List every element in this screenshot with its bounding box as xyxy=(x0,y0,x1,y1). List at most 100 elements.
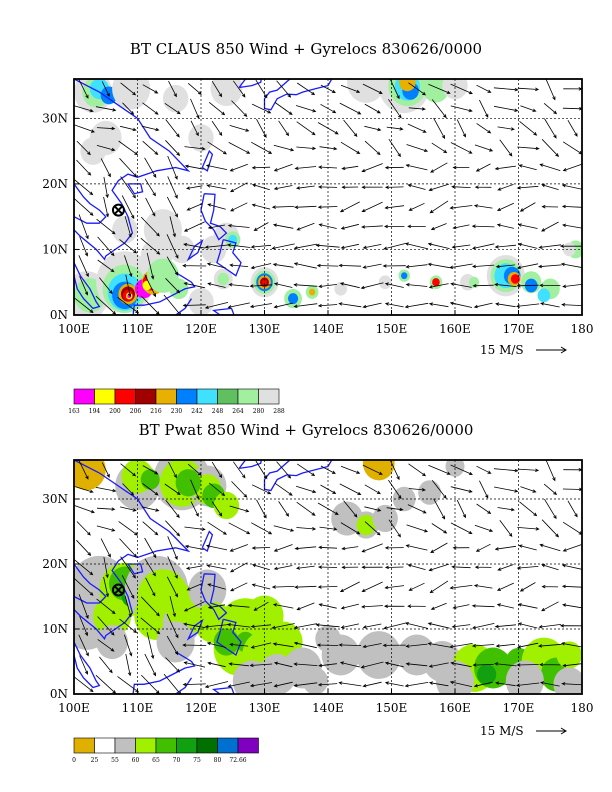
wind-vector xyxy=(360,282,384,290)
panel2-map: 100E 110E 120E 130E 140E 150E 160E 170E 180 0N 10N… xyxy=(42,459,593,764)
wind-vector xyxy=(294,585,317,589)
wind-vector xyxy=(339,661,360,668)
coastline-8 xyxy=(132,271,196,315)
wind-vector xyxy=(456,119,466,138)
wind-vector xyxy=(95,106,117,112)
wind-vector xyxy=(539,662,561,667)
wind-vector xyxy=(185,565,203,570)
wind-vector xyxy=(538,624,562,629)
wind-vector xyxy=(164,102,181,115)
coastline-7 xyxy=(186,618,204,641)
wind-vector xyxy=(561,682,582,686)
wind-vector xyxy=(96,598,116,615)
wind-vector xyxy=(271,243,295,250)
wind-vector xyxy=(407,563,426,570)
wind-vector xyxy=(276,461,292,479)
reference-vector-arrow xyxy=(536,727,567,735)
wind-vector xyxy=(96,525,116,532)
wind-vector xyxy=(472,623,495,630)
wind-vector xyxy=(561,564,582,570)
coastline-10 xyxy=(263,460,333,492)
gyre-location-cross xyxy=(113,585,123,595)
wind-vector xyxy=(362,244,382,250)
wind-vector xyxy=(450,661,472,668)
wind-vector xyxy=(494,282,517,287)
wind-vector xyxy=(122,102,135,115)
wind-vector xyxy=(167,176,178,199)
wind-vector xyxy=(384,205,405,210)
wind-vector xyxy=(408,487,426,492)
wind-vector xyxy=(207,661,226,668)
wind-vector xyxy=(183,601,205,612)
wind-vector xyxy=(339,282,360,289)
wind-vector xyxy=(361,565,383,570)
wind-vector xyxy=(227,603,250,608)
field-shade-75 xyxy=(562,242,576,257)
wind-vector xyxy=(294,166,317,170)
wind-vector xyxy=(184,164,204,170)
wind-vector xyxy=(276,80,292,98)
colorbar-swatch-7 xyxy=(217,737,239,754)
wind-vector xyxy=(183,622,206,629)
wind-vector xyxy=(430,542,448,553)
wind-vector xyxy=(227,681,250,688)
wind-vector xyxy=(361,581,383,592)
field-shade-13 xyxy=(442,79,468,100)
wind-vector xyxy=(207,224,226,230)
wind-vector xyxy=(431,480,447,499)
y-tick-label: 10N xyxy=(42,622,68,636)
wind-vector xyxy=(388,138,401,158)
wind-vector xyxy=(251,583,271,590)
field-shade-11 xyxy=(399,79,416,92)
wind-vector xyxy=(539,283,561,288)
wind-vector xyxy=(208,101,226,116)
wind-vector xyxy=(122,483,135,496)
wind-vector xyxy=(388,479,402,500)
wind-vector xyxy=(318,223,337,229)
wind-vector xyxy=(428,302,449,308)
reference-vector-label: 15 M/S xyxy=(480,724,524,738)
colorbar-label-3: 60 xyxy=(132,757,140,764)
field-shade-43 xyxy=(201,235,227,264)
wind-vector xyxy=(140,617,161,635)
wind-vector xyxy=(253,222,269,231)
wind-vector xyxy=(407,123,427,133)
wind-vector xyxy=(250,624,272,629)
wind-vector xyxy=(494,662,517,667)
field-shade-6 xyxy=(210,79,243,107)
wind-vector xyxy=(142,521,159,536)
wind-vector xyxy=(182,682,206,687)
wind-vector xyxy=(205,164,228,170)
wind-vector xyxy=(543,102,558,115)
colorbar-label-7: 248 xyxy=(212,408,224,415)
wind-vector xyxy=(496,582,514,591)
wind-vector xyxy=(343,500,358,518)
wind-vector xyxy=(76,159,92,176)
wind-vector xyxy=(541,563,559,571)
wind-vector xyxy=(427,262,450,269)
wind-vector xyxy=(451,624,471,629)
wind-vector xyxy=(384,681,404,687)
wind-vector xyxy=(430,162,448,173)
wind-vector xyxy=(428,563,450,572)
wind-vector xyxy=(317,565,338,569)
wind-vector xyxy=(537,643,562,648)
wind-vector xyxy=(251,141,273,154)
wind-vector xyxy=(274,102,293,116)
wind-vector xyxy=(166,635,179,656)
wind-vector xyxy=(256,119,267,139)
wind-vector xyxy=(388,519,401,538)
wind-vector xyxy=(320,484,337,494)
wind-vector xyxy=(272,263,294,268)
wind-vector xyxy=(121,195,135,220)
wind-vector xyxy=(471,224,495,228)
wind-vector xyxy=(450,486,473,493)
wind-vector xyxy=(79,615,88,637)
wind-vector xyxy=(249,284,273,288)
wind-vector xyxy=(187,82,202,95)
wind-vector xyxy=(338,681,362,687)
wind-vector xyxy=(190,98,200,119)
coastline-0 xyxy=(74,79,191,261)
wind-vector xyxy=(119,239,138,254)
